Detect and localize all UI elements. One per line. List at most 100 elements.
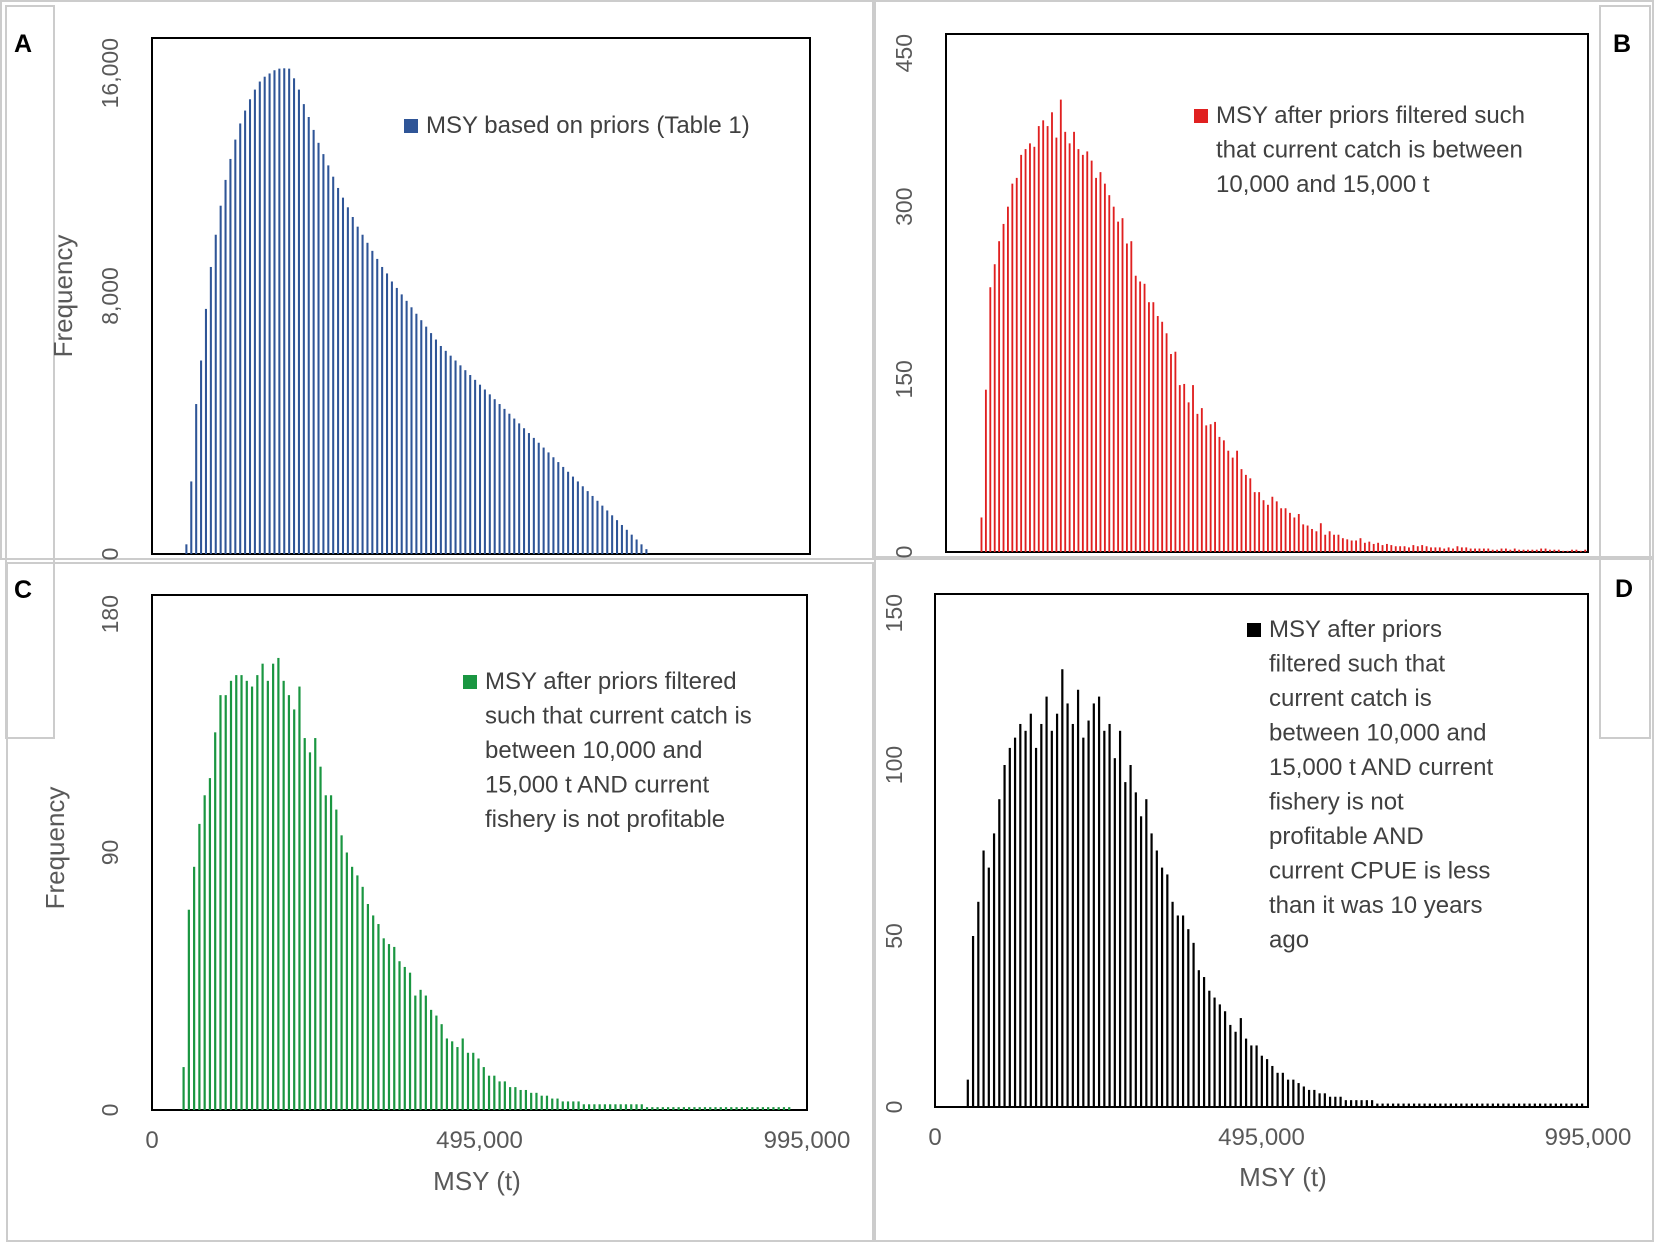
histogram-bar	[268, 73, 271, 554]
histogram-bar	[682, 1107, 685, 1110]
histogram-bar	[266, 680, 269, 1110]
histogram-bar	[542, 447, 545, 554]
histogram-bar	[1349, 1100, 1353, 1107]
histogram-bar	[341, 197, 345, 554]
histogram-bar	[1397, 1103, 1400, 1107]
histogram-bar	[614, 1104, 617, 1110]
histogram-bar	[998, 241, 1001, 552]
histogram-bar	[283, 68, 286, 554]
histogram-bar	[1082, 737, 1085, 1107]
histogram-bar	[966, 1079, 969, 1107]
histogram-bar	[461, 1038, 464, 1110]
legend-swatch	[1194, 109, 1208, 123]
histogram-bar	[361, 234, 364, 554]
histogram-bar	[1231, 457, 1234, 552]
histogram-bar	[282, 680, 285, 1110]
histogram-bar	[1267, 504, 1269, 552]
y-axis-title: Frequency	[48, 235, 78, 358]
histogram-bars	[182, 657, 791, 1110]
histogram-bar	[229, 158, 232, 554]
panel-frame	[0, 0, 874, 560]
histogram-bar	[1222, 440, 1225, 552]
histogram-bar	[1249, 478, 1252, 552]
histogram-bar	[253, 89, 256, 554]
histogram-bar	[984, 389, 987, 552]
histogram-bar	[1416, 546, 1419, 552]
histogram-bar	[1134, 792, 1137, 1107]
histogram-bar	[1372, 543, 1375, 552]
legend-label: profitable AND	[1269, 823, 1424, 850]
histogram-bar	[1452, 548, 1454, 552]
histogram-bar	[625, 529, 628, 554]
histogram-bar	[1112, 206, 1115, 553]
histogram-bar	[229, 680, 233, 1110]
histogram-bars	[185, 68, 648, 555]
histogram-bar	[335, 809, 338, 1110]
histogram-bar	[435, 1015, 438, 1110]
histogram-bar	[1487, 548, 1490, 552]
histogram-bar	[1381, 1103, 1384, 1107]
panel-frame	[874, 0, 1654, 558]
histogram-bar	[440, 1024, 443, 1110]
y-tick-label: 8,000	[97, 267, 123, 325]
histogram-bar	[219, 205, 222, 554]
histogram-bar	[356, 226, 359, 554]
histogram-bar	[1341, 538, 1344, 552]
histogram-bar	[572, 1101, 575, 1110]
histogram-bar	[308, 752, 312, 1110]
histogram-bar	[566, 1101, 570, 1110]
legend-label: fishery is not profitable	[485, 806, 725, 833]
histogram-bar	[337, 187, 340, 554]
histogram-bar	[1496, 549, 1499, 552]
histogram-bar	[601, 505, 604, 555]
histogram-bar	[424, 995, 427, 1110]
histogram-bar	[1315, 531, 1318, 552]
histogram-bar	[581, 486, 584, 554]
histogram-bar	[1531, 549, 1534, 552]
histogram-bar	[1103, 183, 1106, 552]
histogram-bar	[1229, 1024, 1232, 1107]
histogram-bar	[1470, 1103, 1473, 1107]
histogram-bar	[1311, 528, 1313, 552]
histogram-bar	[1008, 747, 1011, 1107]
histogram-bar	[1319, 523, 1322, 552]
histogram-bar	[1276, 1072, 1279, 1107]
histogram-bar	[576, 481, 579, 554]
histogram-bar	[740, 1107, 743, 1110]
histogram-bar	[1286, 1079, 1290, 1107]
histogram-bar	[719, 1107, 722, 1110]
histogram-bar	[1236, 450, 1239, 552]
histogram-bar	[200, 360, 203, 554]
histogram-bar	[482, 1067, 485, 1110]
histogram-bar	[1099, 172, 1102, 552]
histogram-bar	[293, 78, 296, 554]
histogram-bar	[1390, 545, 1393, 552]
histogram-bar	[464, 370, 467, 554]
histogram-bar	[1002, 223, 1005, 552]
histogram-bar	[1045, 696, 1048, 1107]
legend-label: current catch is	[1269, 685, 1432, 712]
histogram-bar	[1192, 942, 1195, 1107]
histogram-bar	[609, 1104, 612, 1110]
histogram-bar	[1433, 1103, 1437, 1107]
x-axis-title: MSY (t)	[1239, 1162, 1327, 1192]
histogram-bar	[1223, 1011, 1227, 1107]
histogram-bar	[245, 680, 248, 1110]
histogram-bar	[1391, 1103, 1395, 1107]
histogram-bar	[571, 476, 575, 554]
histogram-bar	[1244, 1038, 1248, 1107]
histogram-bar	[278, 68, 281, 554]
histogram-bar	[1174, 351, 1177, 552]
histogram-bar	[372, 915, 375, 1110]
histogram-bar	[998, 799, 1001, 1107]
histogram-bar	[1549, 1103, 1552, 1107]
panel-frame	[6, 562, 874, 1242]
histogram-bar	[410, 307, 413, 554]
histogram-bar	[588, 1104, 591, 1110]
histogram-bar	[993, 264, 996, 552]
histogram-bar	[651, 1107, 654, 1110]
histogram-bar	[439, 345, 442, 554]
plot-area-frame	[934, 593, 1589, 1108]
histogram-bar	[1034, 747, 1038, 1107]
histogram-bar	[263, 76, 266, 554]
